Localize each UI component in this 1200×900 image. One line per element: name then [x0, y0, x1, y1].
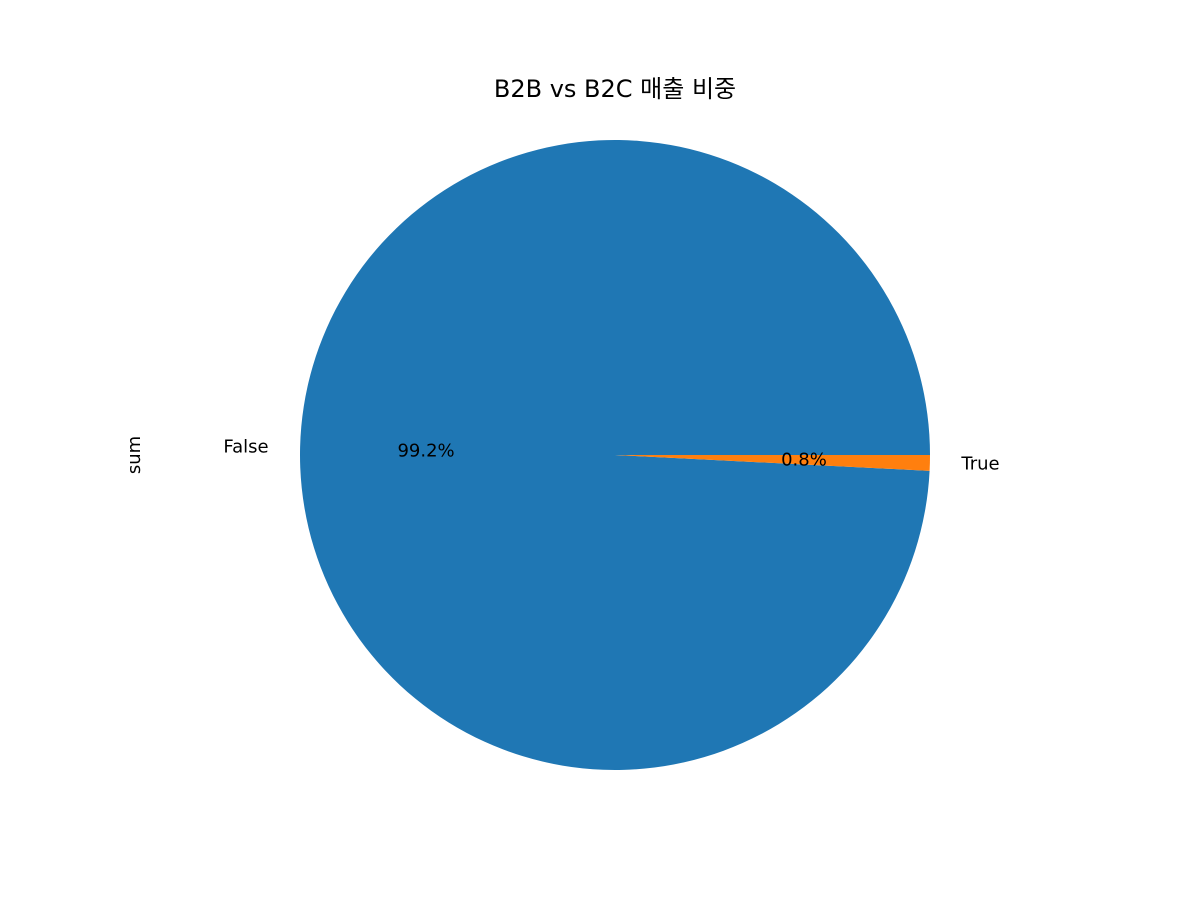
slice-label-true: True	[960, 454, 999, 475]
chart-title: B2B vs B2C 매출 비중	[494, 75, 736, 103]
y-axis-label: sum	[124, 436, 145, 474]
pie-slice-false	[300, 139, 930, 770]
percent-label-false: 99.2%	[397, 440, 454, 461]
pie-labels: False 99.2% True 0.8%	[223, 436, 999, 474]
pie-slices	[300, 139, 930, 770]
pie-slice-true	[615, 455, 930, 471]
percent-label-true: 0.8%	[781, 450, 827, 471]
slice-label-false: False	[223, 436, 268, 457]
